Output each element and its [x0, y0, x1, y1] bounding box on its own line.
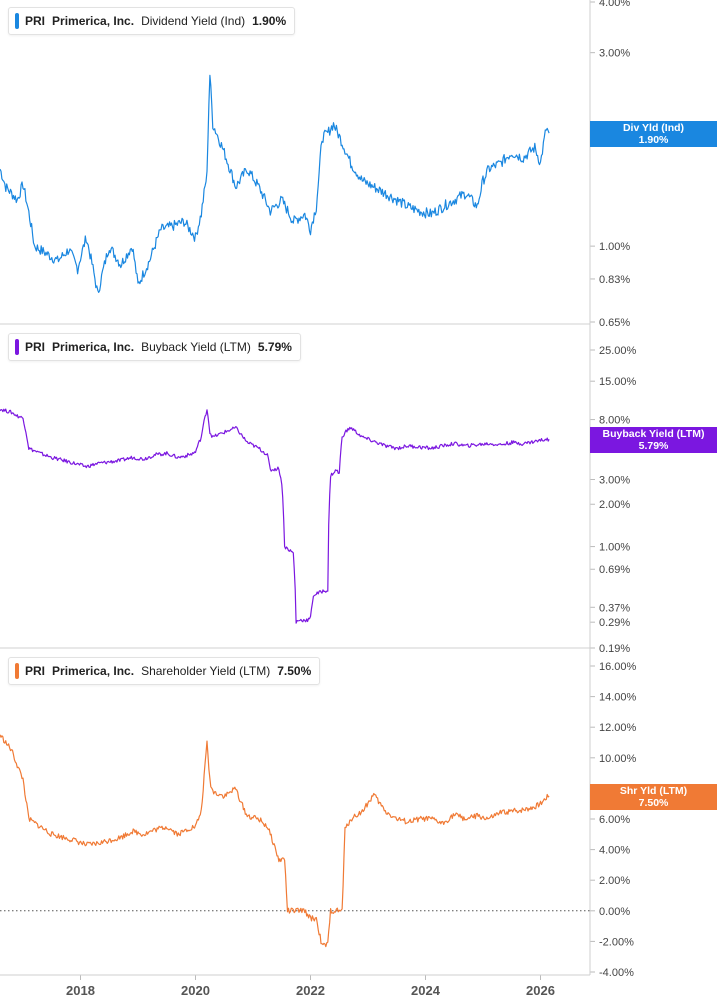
y-tick-label: 0.37% — [599, 602, 630, 614]
legend-metric: Shareholder Yield (LTM) — [141, 664, 271, 678]
y-tick-label: 0.29% — [599, 617, 630, 629]
last-value-flag-buyback: Buyback Yield (LTM) 5.79% — [590, 427, 717, 453]
y-tick-label: 16.00% — [599, 661, 637, 673]
legend-company: Primerica, Inc. — [52, 664, 135, 678]
flag-label: Buyback Yield (LTM) — [602, 428, 705, 440]
y-tick-label: 4.00% — [599, 0, 630, 9]
y-tick-label: 0.19% — [599, 643, 630, 655]
x-axis: 2018 2020 2022 2024 2026 — [66, 975, 555, 998]
y-tick-label: 0.00% — [599, 906, 630, 918]
x-tick-label: 2024 — [411, 983, 441, 998]
y-tick-label: 0.69% — [599, 564, 630, 576]
legend-value: 5.79% — [257, 340, 292, 354]
y-tick-label: 14.00% — [599, 692, 637, 704]
legend-swatch — [15, 13, 19, 29]
y-tick-label: 2.00% — [599, 499, 630, 511]
y-tick-label: 0.65% — [599, 317, 630, 329]
buyback-yield-panel: 25.00% 15.00% 8.00% 3.00% 2.00% 1.00% 0.69% 0.3… — [0, 345, 637, 655]
legend-ticker: PRI — [25, 664, 46, 678]
y-tick-label: -2.00% — [599, 936, 634, 948]
y-tick-label: 4.00% — [599, 845, 630, 857]
y-tick-label: 2.00% — [599, 875, 630, 887]
series-line-buyback — [0, 408, 550, 624]
flag-value: 1.90% — [638, 134, 669, 146]
legend-swatch — [15, 663, 19, 679]
y-tick-label: 3.00% — [599, 474, 630, 486]
legend-shareholder-yield: PRI Primerica, Inc. Shareholder Yield (L… — [8, 657, 321, 685]
legend-value: 7.50% — [277, 664, 312, 678]
legend-ticker: PRI — [25, 340, 46, 354]
last-value-flag-shareholder: Shr Yld (LTM) 7.50% — [590, 784, 717, 810]
y-tick-label: 6.00% — [599, 814, 630, 826]
series-line-shareholder — [0, 734, 550, 948]
y-tick-label: 15.00% — [599, 376, 637, 388]
shareholder-yield-panel: 16.00%14.00%12.00%10.00%8.00%6.00%4.00%2… — [0, 661, 637, 979]
legend-buyback-yield: PRI Primerica, Inc. Buyback Yield (LTM) … — [8, 333, 301, 361]
y-tick-label: 12.00% — [599, 722, 637, 734]
series-line-div — [0, 74, 550, 293]
y-tick-label: 25.00% — [599, 345, 637, 357]
legend-company: Primerica, Inc. — [52, 340, 135, 354]
y-tick-label: 10.00% — [599, 753, 637, 765]
last-value-flag-dividend: Div Yld (Ind) 1.90% — [590, 121, 717, 147]
y-tick-label: 1.00% — [599, 542, 630, 554]
x-tick-label: 2020 — [181, 983, 210, 998]
legend-value: 1.90% — [252, 14, 287, 28]
y-tick-label: 8.00% — [599, 415, 630, 427]
flag-label: Div Yld (Ind) — [622, 122, 685, 134]
dividend-yield-panel: 4.00% 3.00% 1.00% 0.83% 0.65% — [0, 0, 630, 329]
flag-value: 7.50% — [638, 797, 669, 809]
flag-value: 5.79% — [638, 440, 669, 452]
flag-label: Shr Yld (LTM) — [619, 785, 688, 797]
legend-company: Primerica, Inc. — [52, 14, 135, 28]
legend-metric: Dividend Yield (Ind) — [141, 14, 246, 28]
y-tick-label: 0.83% — [599, 274, 630, 286]
legend-ticker: PRI — [25, 14, 46, 28]
legend-dividend-yield: PRI Primerica, Inc. Dividend Yield (Ind)… — [8, 7, 296, 35]
x-tick-label: 2018 — [66, 983, 95, 998]
y-tick-label: -4.00% — [599, 967, 634, 979]
y-tick-label: 3.00% — [599, 48, 630, 60]
x-tick-label: 2026 — [526, 983, 555, 998]
legend-metric: Buyback Yield (LTM) — [141, 340, 251, 354]
x-tick-label: 2022 — [296, 983, 325, 998]
y-tick-label: 1.00% — [599, 241, 630, 253]
legend-swatch — [15, 339, 19, 355]
